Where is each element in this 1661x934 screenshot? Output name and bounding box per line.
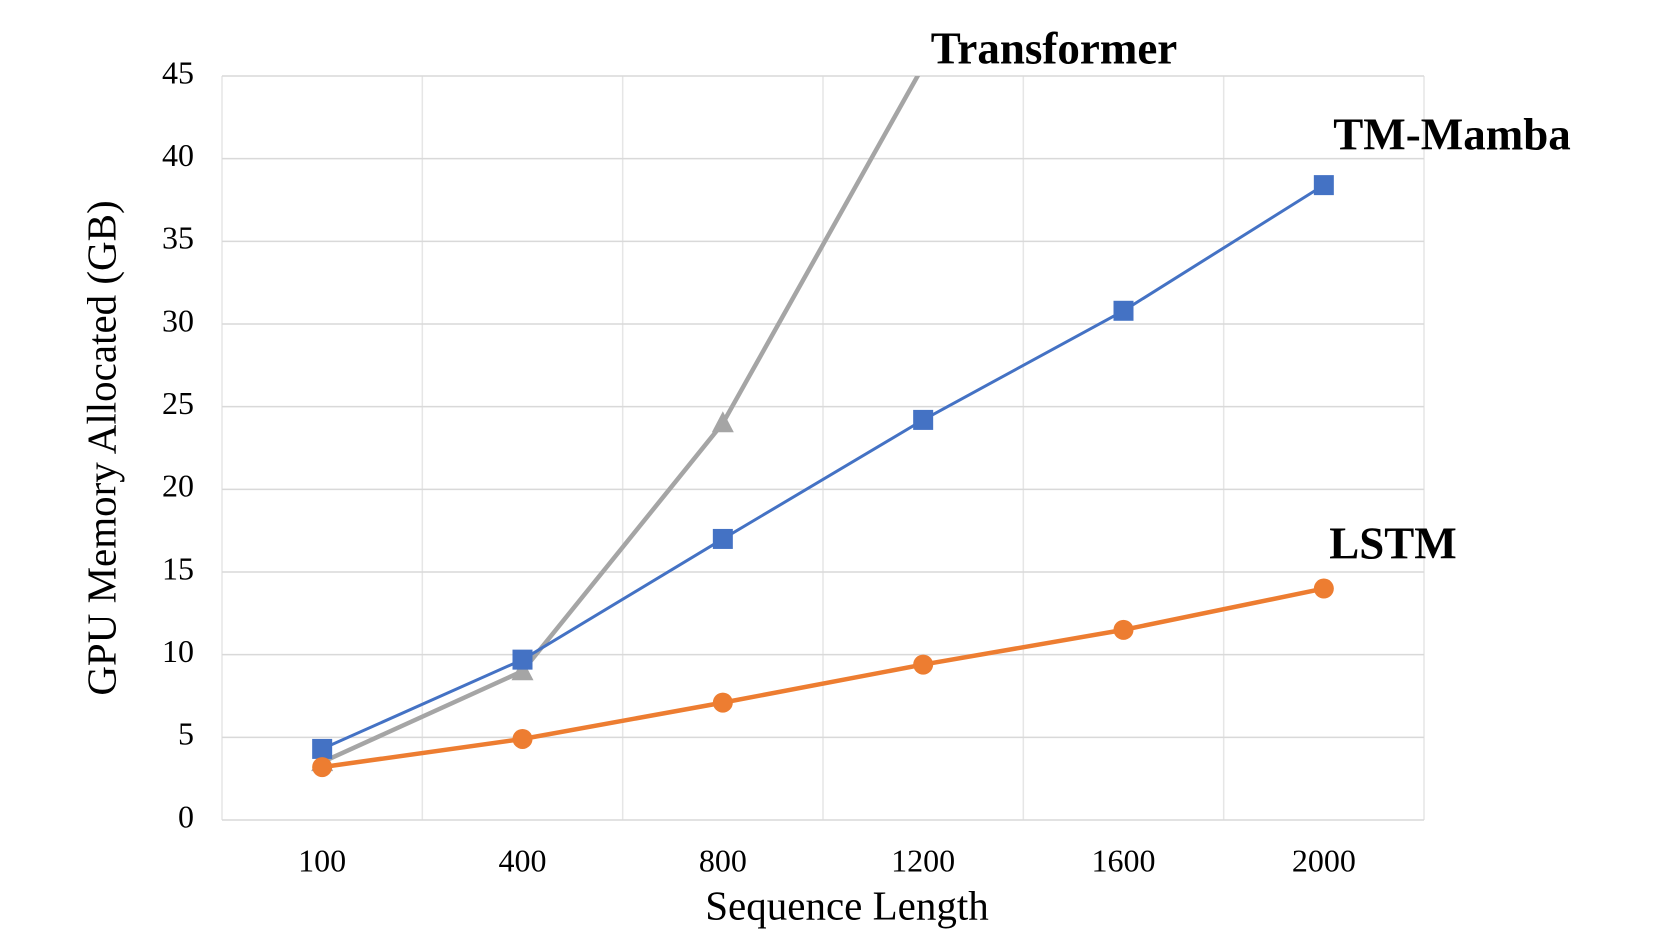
marker	[511, 659, 534, 681]
marker	[1113, 300, 1134, 321]
marker	[712, 528, 733, 549]
marker	[1313, 578, 1334, 599]
y-tick-label: 25	[162, 385, 194, 421]
x-tick-label: 100	[298, 842, 346, 878]
series-label: Transformer	[931, 23, 1178, 73]
y-tick-label: 45	[162, 54, 194, 90]
y-tick-label: 20	[162, 468, 194, 504]
x-tick-label: 1600	[1092, 842, 1156, 878]
x-tick-label: 400	[499, 842, 547, 878]
plot-area	[311, 76, 1334, 778]
y-tick-label: 40	[162, 137, 194, 173]
y-tick-label: 10	[162, 633, 194, 669]
marker	[711, 411, 734, 433]
marker	[512, 649, 533, 670]
marker	[712, 692, 733, 713]
y-tick-label: 15	[162, 550, 194, 586]
x-tick-label: 2000	[1292, 842, 1356, 878]
y-tick-label: 30	[162, 302, 194, 338]
marker	[1113, 619, 1134, 640]
series-line	[321, 586, 1325, 770]
marker	[312, 738, 333, 759]
y-tick-label: 35	[162, 220, 194, 256]
series-line	[321, 76, 921, 765]
series-label: LSTM	[1329, 518, 1457, 568]
y-tick-label: 0	[178, 798, 194, 834]
x-axis-title: Sequence Length	[705, 882, 988, 928]
marker	[312, 757, 333, 778]
series-line	[321, 183, 1325, 751]
marker	[913, 654, 934, 675]
marker	[1313, 175, 1334, 196]
series-label: TM-Mamba	[1333, 109, 1570, 159]
marker	[913, 409, 934, 430]
marker	[512, 728, 533, 749]
x-tick-label: 1200	[891, 842, 955, 878]
y-tick-label: 5	[178, 716, 194, 752]
y-axis-title: GPU Memory Allocated (GB)	[78, 200, 124, 695]
x-tick-label: 800	[699, 842, 747, 878]
